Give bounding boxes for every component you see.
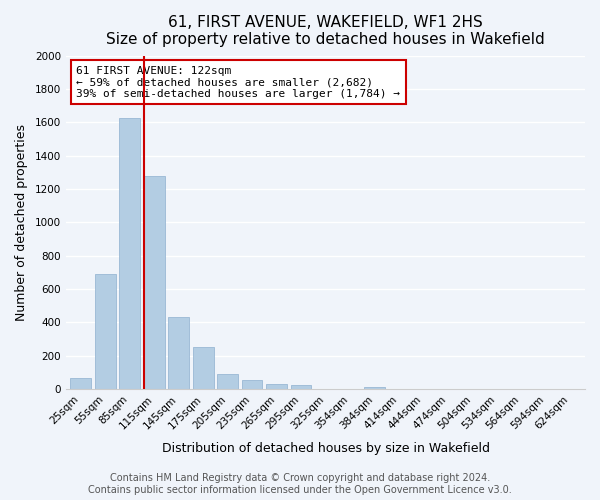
Title: 61, FIRST AVENUE, WAKEFIELD, WF1 2HS
Size of property relative to detached house: 61, FIRST AVENUE, WAKEFIELD, WF1 2HS Siz… <box>106 15 545 48</box>
Bar <box>290 386 311 389</box>
Bar <box>70 378 91 389</box>
Bar <box>119 118 140 389</box>
Bar <box>364 386 385 389</box>
X-axis label: Distribution of detached houses by size in Wakefield: Distribution of detached houses by size … <box>161 442 490 455</box>
Bar <box>193 348 214 389</box>
Bar <box>242 380 262 389</box>
Bar <box>95 274 116 389</box>
Bar <box>144 176 164 389</box>
Text: Contains HM Land Registry data © Crown copyright and database right 2024.
Contai: Contains HM Land Registry data © Crown c… <box>88 474 512 495</box>
Text: 61 FIRST AVENUE: 122sqm
← 59% of detached houses are smaller (2,682)
39% of semi: 61 FIRST AVENUE: 122sqm ← 59% of detache… <box>76 66 400 98</box>
Bar <box>266 384 287 389</box>
Bar <box>168 318 189 389</box>
Bar <box>217 374 238 389</box>
Y-axis label: Number of detached properties: Number of detached properties <box>15 124 28 321</box>
